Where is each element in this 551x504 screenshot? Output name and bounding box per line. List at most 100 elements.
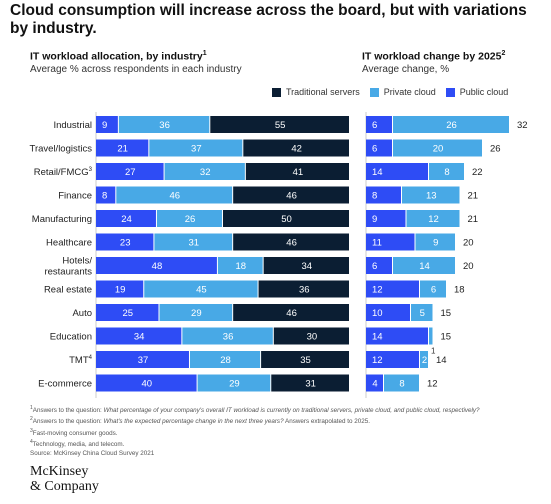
company-logo: McKinsey & Company (30, 464, 99, 494)
bar-segment-change-public-cloud (366, 304, 410, 321)
data-label: 8 (102, 191, 107, 202)
category-label: E-commerce (38, 379, 92, 390)
data-label: 24 (121, 214, 132, 225)
footnote-1: 1Answers to the question: What percentag… (30, 405, 480, 415)
category-label: Healthcare (46, 238, 92, 249)
bar-segment-change-public-cloud (366, 186, 401, 204)
bar-segment-traditional-servers (271, 374, 349, 392)
total-label: 26 (490, 144, 501, 155)
bar-segment-private-cloud (149, 139, 243, 157)
bar-segment-change-private-cloud (384, 374, 419, 392)
total-label: 32 (517, 120, 528, 131)
category-label: TMT4 (69, 355, 93, 366)
bar-segment-change-public-cloud (366, 327, 428, 345)
bar-segment-private-cloud (217, 257, 263, 274)
bar-segment-public-cloud (96, 351, 189, 368)
category-label: Manufacturing (32, 214, 92, 225)
legend-label: Private cloud (383, 87, 436, 97)
bar-segment-private-cloud (159, 304, 233, 321)
data-label: 46 (286, 191, 297, 202)
bar-segment-private-cloud (154, 233, 233, 251)
bar-segment-public-cloud (96, 257, 217, 274)
left-panel-title: IT workload allocation, by industry1 (30, 50, 207, 63)
data-label: 29 (191, 308, 202, 319)
data-label: 23 (120, 238, 131, 249)
data-label: 12 (372, 355, 383, 366)
data-label: 46 (286, 308, 297, 319)
bar-segment-change-public-cloud (366, 233, 415, 251)
bar-segment-private-cloud (156, 210, 222, 227)
legend-swatch (272, 87, 281, 97)
data-label: 11 (372, 238, 382, 249)
category-label: Hotels/ (62, 256, 92, 267)
bar-segment-change-private-cloud (411, 304, 433, 321)
bar-segment-change-public-cloud (366, 280, 419, 298)
bar-segment-private-cloud (116, 186, 233, 204)
data-label: 48 (152, 261, 163, 272)
legend-item-public: Public cloud (445, 87, 508, 97)
data-label: 41 (293, 167, 304, 178)
bar-segment-change-public-cloud (366, 116, 392, 133)
bar-segment-traditional-servers (233, 304, 349, 321)
total-label: 20 (463, 238, 474, 249)
right-panel-subtitle: Average change, % (362, 64, 450, 75)
bar-segment-change-public-cloud (366, 351, 419, 368)
bar-segment-traditional-servers (233, 233, 349, 251)
page-title: Cloud consumption will increase across t… (10, 2, 527, 37)
legend-swatch (369, 87, 379, 97)
data-label: 36 (159, 120, 170, 131)
data-label: 5 (420, 308, 425, 319)
logo-line-2: & Company (30, 479, 99, 494)
bar-segment-change-public-cloud (366, 257, 392, 274)
bar-segment-private-cloud (144, 280, 258, 298)
category-label: Education (50, 332, 92, 343)
data-label: 8 (399, 379, 404, 390)
bar-segment-traditional-servers (243, 139, 349, 157)
total-label: 15 (441, 332, 452, 343)
data-label: 28 (220, 355, 231, 366)
data-label: 10 (372, 308, 383, 319)
footnote-3: 3Fast-moving consumer goods. (30, 427, 118, 437)
bar-segment-change-private-cloud (429, 327, 433, 345)
data-label: 29 (229, 379, 240, 390)
category-label: Industrial (53, 120, 92, 131)
bar-segment-change-public-cloud (366, 374, 383, 392)
data-label: 14 (372, 332, 383, 343)
legend-item-traditional: Traditional servers (272, 87, 360, 97)
data-label: 21 (117, 144, 128, 155)
bar-segment-traditional-servers (233, 186, 349, 204)
source-note: Source: McKinsey China Cloud Survey 2021 (30, 449, 155, 457)
data-label: 45 (196, 285, 207, 296)
legend-swatch (445, 87, 455, 97)
bar-segment-public-cloud (96, 233, 154, 251)
data-label: 34 (134, 332, 145, 343)
bar-segment-public-cloud (96, 163, 164, 180)
category-label: Auto (72, 308, 92, 319)
bar-segment-change-private-cloud (393, 257, 455, 274)
data-label: 34 (302, 261, 313, 272)
data-label: 26 (185, 214, 196, 225)
bar-segment-change-private-cloud (393, 139, 482, 157)
data-label: 20 (433, 144, 444, 155)
data-label: 26 (446, 120, 457, 131)
right-panel-title: IT workload change by 20252 (362, 50, 506, 63)
bar-segment-public-cloud (96, 327, 182, 345)
data-label: 30 (307, 332, 318, 343)
bar-segment-traditional-servers (223, 210, 349, 227)
data-label: 9 (433, 238, 438, 249)
category-label: Finance (58, 191, 92, 202)
total-label: 22 (472, 167, 483, 178)
bar-segment-private-cloud (118, 116, 210, 133)
total-label: 21 (468, 214, 479, 225)
bar-segment-public-cloud (96, 280, 144, 298)
bar-segment-change-public-cloud (366, 163, 428, 180)
data-label: 6 (431, 285, 436, 296)
bar-segment-public-cloud (96, 116, 118, 133)
bar-segment-private-cloud (197, 374, 271, 392)
data-label: 55 (275, 120, 286, 131)
legend-label: Traditional servers (286, 87, 360, 97)
data-label: 9 (102, 120, 107, 131)
data-label: 14 (372, 167, 383, 178)
data-label: 31 (189, 238, 200, 249)
